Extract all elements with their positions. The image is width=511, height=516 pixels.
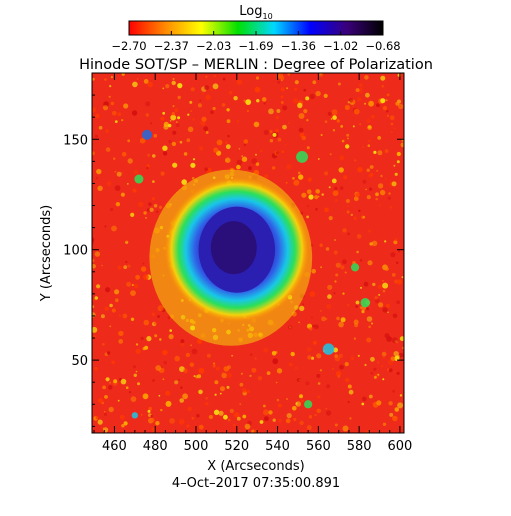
- colorbar-ticks: −2.70 −2.37 −2.03 −1.69 −1.36 −1.02 −0.68: [111, 31, 401, 53]
- y-axis-label: Y (Arcseconds): [39, 205, 54, 302]
- x-axis-label: X (Arcseconds): [207, 459, 304, 474]
- y-tick-label: 100: [63, 244, 88, 259]
- x-tick-label: 560: [306, 439, 331, 454]
- x-tick-label: 580: [347, 439, 372, 454]
- x-tick-label: 480: [143, 439, 168, 454]
- colorbar-tick-label: −2.37: [154, 39, 189, 53]
- y-axis: 50 100 150: [63, 72, 404, 427]
- x-tick-label: 520: [224, 439, 249, 454]
- colorbar-tick-label: −1.36: [281, 39, 316, 53]
- plot-frame: [91, 72, 405, 434]
- x-tick-label: 540: [265, 439, 290, 454]
- colorbar-tick-label: −1.02: [323, 39, 358, 53]
- polarization-map: [92, 73, 404, 433]
- colorbar: Log10 −2.70 −2.37 −2.03 −1.69 −1.36 −1.02 −0.6…: [111, 4, 400, 53]
- y-tick-label: 150: [63, 133, 88, 148]
- colorbar-tick-label: −2.03: [196, 39, 231, 53]
- x-tick-label: 460: [102, 439, 127, 454]
- colorbar-tick-label: −1.69: [238, 39, 273, 53]
- colorbar-tick-label: −2.70: [111, 39, 146, 53]
- y-tick-label: 50: [71, 354, 88, 369]
- sunspot-umbra-core: [210, 221, 257, 275]
- observation-timestamp: 4–Oct–2017 07:35:00.891: [172, 476, 340, 491]
- figure-title: Hinode SOT/SP – MERLIN : Degree of Polar…: [79, 57, 433, 73]
- x-axis: 460 480 500 520 540 560 580 600: [93, 73, 413, 454]
- x-tick-label: 600: [388, 439, 413, 454]
- x-tick-label: 500: [184, 439, 209, 454]
- colorbar-label: Log10: [239, 4, 272, 21]
- colorbar-tick-label: −0.68: [365, 39, 400, 53]
